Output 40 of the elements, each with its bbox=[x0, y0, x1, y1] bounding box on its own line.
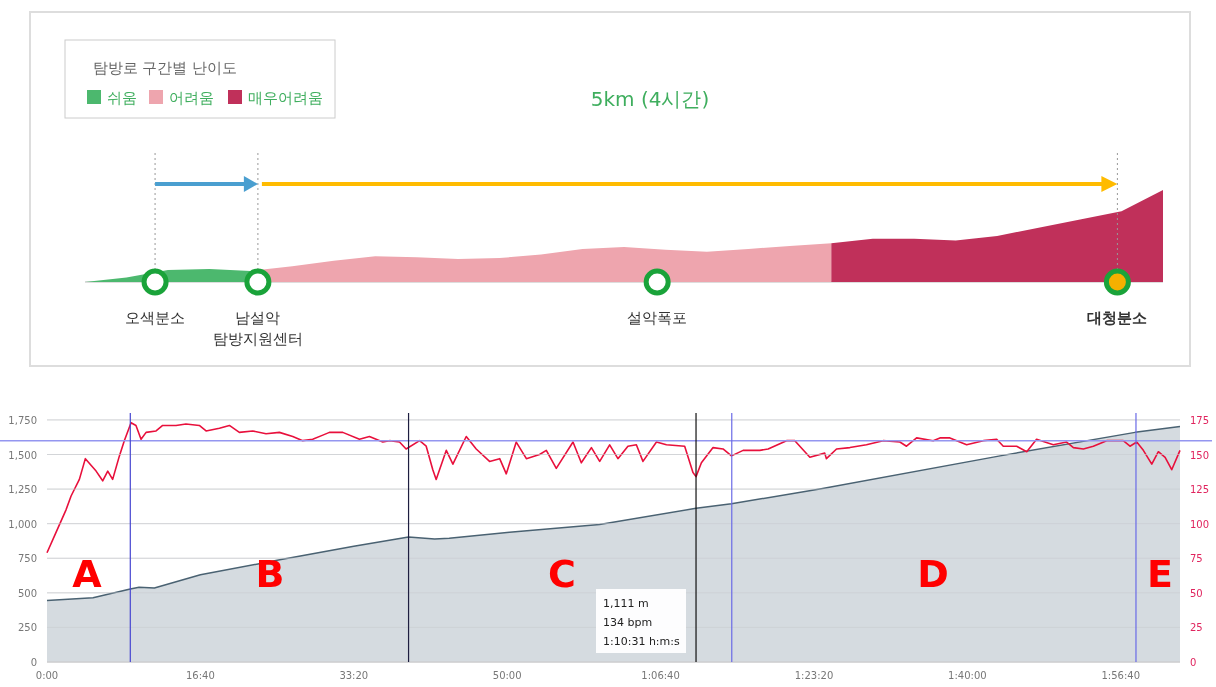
text: 설악폭포 bbox=[627, 309, 688, 327]
x-tick-label: 1:56:40 bbox=[1101, 670, 1141, 681]
y2-tick-label: 0 bbox=[1190, 657, 1197, 668]
x-tick-label: 16:40 bbox=[185, 670, 215, 681]
y-tick-label: 750 bbox=[17, 553, 37, 565]
y2-tick-label: 50 bbox=[1190, 587, 1203, 599]
legend-label: 쉬움 bbox=[107, 89, 137, 107]
y2-tick-label: 25 bbox=[1190, 622, 1203, 634]
annotation: 1,111 m 134 bpm 1:10:31 h:m:s bbox=[603, 597, 680, 648]
y2-tick-label: 175 bbox=[1190, 414, 1210, 426]
y-tick-label: 1,500 bbox=[8, 449, 37, 461]
y-tick-label: 0 bbox=[30, 657, 37, 668]
x-tick-label: 1:23:20 bbox=[794, 670, 834, 681]
y-tick-label: 1,250 bbox=[8, 484, 37, 496]
chart-title: 5km (4시간) bbox=[590, 87, 710, 111]
x-tick-label: 0:00 bbox=[35, 670, 59, 681]
x-tick-label: 33:20 bbox=[339, 670, 369, 681]
text: 남설악 탐방지원센터 bbox=[212, 309, 303, 348]
line-series bbox=[46, 421, 1181, 554]
legend-label: 매우어려움 bbox=[248, 89, 323, 107]
y-tick-label: 250 bbox=[17, 622, 37, 634]
y-tick-label: 1,000 bbox=[8, 518, 37, 530]
text: 대청분소 bbox=[1087, 309, 1148, 327]
x-tick-label: 1:06:40 bbox=[641, 670, 680, 681]
x-tick-label: 1:40:00 bbox=[948, 670, 987, 681]
annotation: B bbox=[255, 552, 285, 596]
x-tick-label: 50:00 bbox=[492, 670, 522, 681]
y2-tick-label: 100 bbox=[1190, 518, 1210, 530]
annotation: A bbox=[72, 552, 103, 596]
annotation: E bbox=[1147, 552, 1173, 596]
text: 오색분소 bbox=[125, 309, 186, 327]
annotation: D bbox=[917, 552, 949, 596]
y-tick-label: 1,750 bbox=[8, 414, 37, 426]
legend-title: 탐방로 구간별 난이도 bbox=[92, 59, 238, 77]
y2-tick-label: 125 bbox=[1190, 484, 1210, 496]
y2-tick-label: 150 bbox=[1190, 449, 1210, 461]
y-tick-label: 500 bbox=[17, 587, 37, 599]
y2-tick-label: 75 bbox=[1190, 553, 1203, 565]
legend-label: 어려움 bbox=[169, 89, 214, 107]
annotation: C bbox=[548, 552, 576, 596]
